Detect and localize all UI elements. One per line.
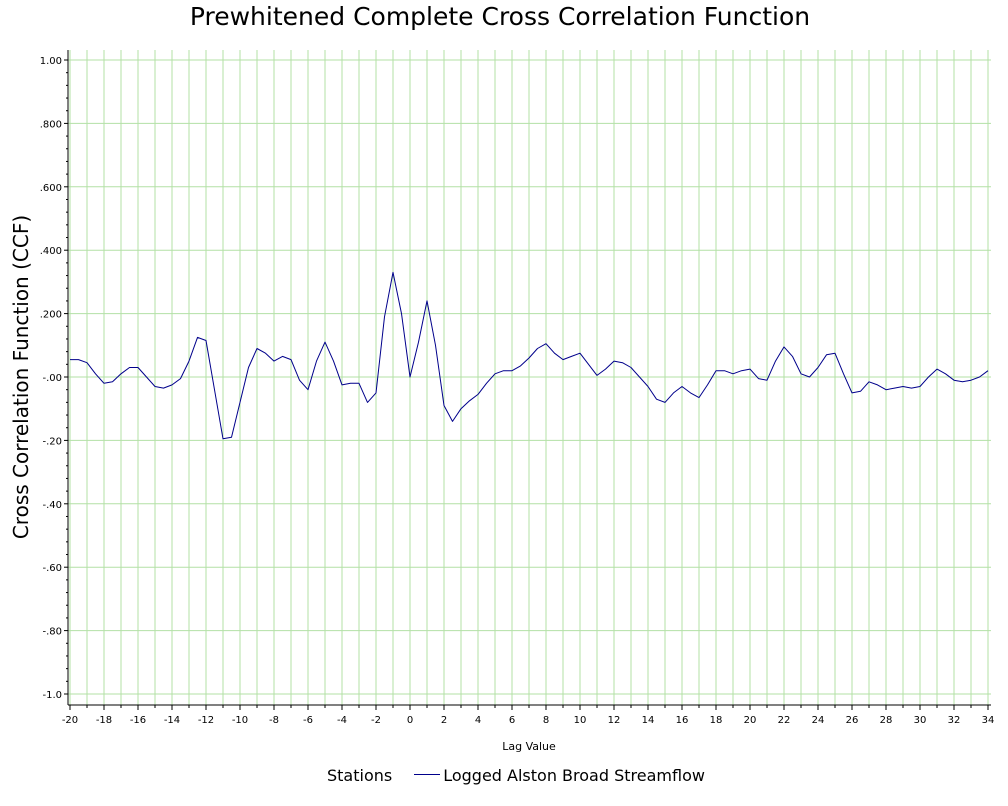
- x-tick-label: 6: [509, 715, 515, 726]
- y-tick-label: -1.0: [42, 690, 62, 701]
- x-tick-label: 12: [608, 715, 621, 726]
- x-tick-label: 8: [543, 715, 549, 726]
- y-tick-label: -.00: [42, 373, 62, 384]
- x-tick-label: 16: [676, 715, 689, 726]
- y-tick-label: -.60: [42, 563, 62, 574]
- x-tick-label: -18: [96, 715, 112, 726]
- x-tick-label: -8: [269, 715, 279, 726]
- legend-series-label: Logged Alston Broad Streamflow: [443, 766, 705, 785]
- y-tick-label: .200: [40, 310, 62, 321]
- y-tick-label: .400: [40, 246, 62, 257]
- y-tick-label: 1.00: [40, 56, 62, 67]
- chart-title: Prewhitened Complete Cross Correlation F…: [189, 2, 811, 31]
- x-tick-label: -14: [164, 715, 180, 726]
- series-line: [70, 271, 989, 440]
- x-tick-label: 28: [880, 715, 893, 726]
- y-tick-label: .600: [40, 183, 62, 194]
- x-tick-label: -16: [130, 715, 146, 726]
- y-tick-label: -.20: [42, 436, 62, 447]
- x-tick-label: -2: [371, 715, 381, 726]
- x-tick-label: 24: [812, 715, 825, 726]
- legend-swatch: [414, 774, 441, 775]
- x-tick-label: 26: [846, 715, 859, 726]
- legend: Stations Logged Alston Broad Streamflow: [327, 766, 705, 785]
- x-tick-label: 20: [744, 715, 757, 726]
- legend-title: Stations: [327, 766, 393, 785]
- y-tick-label: .800: [40, 119, 62, 130]
- x-tick-label: 18: [710, 715, 723, 726]
- x-tick-label: 10: [574, 715, 587, 726]
- x-tick-label: 22: [778, 715, 791, 726]
- x-axis-label: Lag Value: [502, 740, 556, 753]
- x-tick-label: 4: [475, 715, 481, 726]
- y-tick-label: -.40: [42, 500, 62, 511]
- y-tick-label: -.80: [42, 627, 62, 638]
- x-tick-label: -10: [232, 715, 248, 726]
- x-tick-label: 14: [642, 715, 655, 726]
- x-tick-label: 0: [407, 715, 413, 726]
- x-tick-label: 2: [441, 715, 447, 726]
- x-tick-label: -4: [337, 715, 347, 726]
- x-tick-label: 34: [982, 715, 995, 726]
- x-tick-label: -12: [198, 715, 214, 726]
- x-tick-label: -6: [303, 715, 313, 726]
- x-tick-label: 32: [948, 715, 961, 726]
- x-tick-label: 30: [914, 715, 927, 726]
- x-tick-label: -20: [62, 715, 78, 726]
